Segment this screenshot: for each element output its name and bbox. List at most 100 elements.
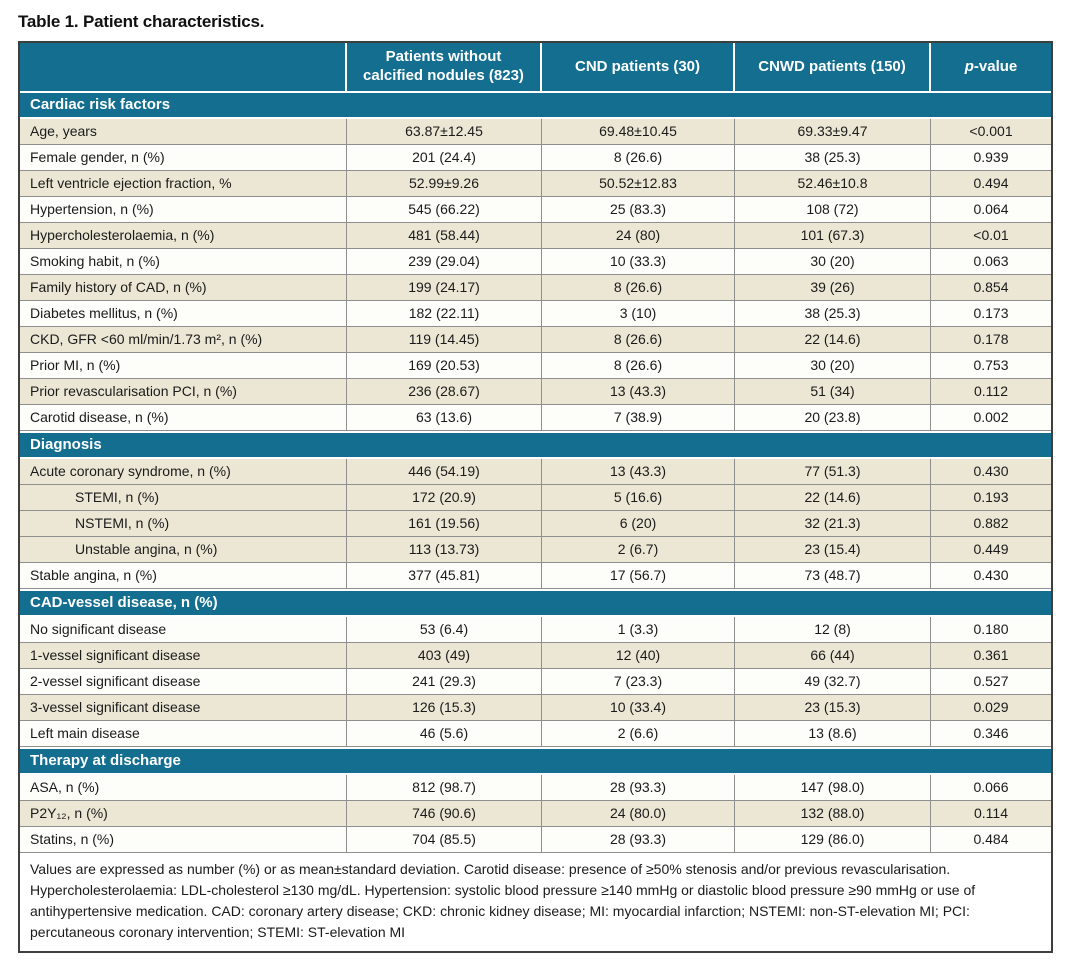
cell-value: 13 (43.3) <box>542 459 735 484</box>
row-label: Hypertension, n (%) <box>20 197 347 222</box>
table-row-3-vessel-significant-disease: 3-vessel significant disease 126 (15.3) 10… <box>20 695 1051 721</box>
cell-pvalue: 0.112 <box>974 383 1008 399</box>
row-label: Age, years <box>20 119 347 144</box>
cell-value: 69.48±10.45 <box>542 119 735 144</box>
cell-value: 49 (32.7) <box>735 669 931 694</box>
cell-value: 108 (72) <box>735 197 931 222</box>
cell-value: 32 (21.3) <box>735 511 931 536</box>
cell-pvalue: 0.114 <box>974 805 1008 821</box>
cell-pvalue: 0.064 <box>973 201 1009 217</box>
row-label: 2-vessel significant disease <box>20 669 347 694</box>
table-row-stemi-n: STEMI, n (%) 172 (20.9) 5 (16.6) 22 (14.6) 0… <box>20 485 1051 511</box>
cell-value: 10 (33.3) <box>542 249 735 274</box>
table-row-unstable-angina-n: Unstable angina, n (%) 113 (13.73) 2 (6.7)… <box>20 537 1051 563</box>
header-col-without-nodules: Patients without calcified nodules (823) <box>347 43 542 91</box>
cell-value: 147 (98.0) <box>735 775 931 800</box>
section-header-cardiac-risk-factors: Cardiac risk factors <box>20 91 1051 119</box>
table-body: Cardiac risk factors Age, years 63.87±12.4… <box>20 91 1051 853</box>
row-label: No significant disease <box>20 617 347 642</box>
cell-pvalue: 0.854 <box>973 279 1009 295</box>
row-label: Stable angina, n (%) <box>20 563 347 588</box>
cell-pvalue: 0.066 <box>973 779 1009 795</box>
cell-pvalue: <0.01 <box>973 227 1009 243</box>
cell-value: 161 (19.56) <box>347 511 542 536</box>
header-col-pvalue: p -value <box>931 43 1051 91</box>
cell-pvalue: 0.178 <box>973 331 1009 347</box>
row-label: CKD, GFR <60 ml/min/1.73 m², n (%) <box>20 327 347 352</box>
cell-pvalue: 0.430 <box>973 567 1009 583</box>
table-row-p2y-n: P2Y₁₂, n (%) 746 (90.6) 24 (80.0) 132 (88.0… <box>20 801 1051 827</box>
cell-value: 236 (28.67) <box>347 379 542 404</box>
table-row-no-significant-disease: No significant disease 53 (6.4) 1 (3.3) 12 … <box>20 617 1051 643</box>
cell-value: 704 (85.5) <box>347 827 542 852</box>
cell-value: 172 (20.9) <box>347 485 542 510</box>
table-row-left-main-disease: Left main disease 46 (5.6) 2 (6.6) 13 (8.6)… <box>20 721 1051 747</box>
cell-value: 8 (26.6) <box>542 353 735 378</box>
cell-value: 8 (26.6) <box>542 145 735 170</box>
cell-value: 51 (34) <box>735 379 931 404</box>
table-row-stable-angina-n: Stable angina, n (%) 377 (45.81) 17 (56.7)… <box>20 563 1051 589</box>
cell-value: 7 (23.3) <box>542 669 735 694</box>
row-label: Family history of CAD, n (%) <box>20 275 347 300</box>
cell-value: 7 (38.9) <box>542 405 735 430</box>
table-row-carotid-disease-n: Carotid disease, n (%) 63 (13.6) 7 (38.9) 2… <box>20 405 1051 431</box>
cell-pvalue: 0.753 <box>973 357 1009 373</box>
cell-pvalue: 0.939 <box>973 149 1009 165</box>
cell-value: 377 (45.81) <box>347 563 542 588</box>
cell-value: 73 (48.7) <box>735 563 931 588</box>
row-label: Smoking habit, n (%) <box>20 249 347 274</box>
cell-value: 403 (49) <box>347 643 542 668</box>
cell-value: 182 (22.11) <box>347 301 542 326</box>
cell-value: 28 (93.3) <box>542 775 735 800</box>
cell-value: 28 (93.3) <box>542 827 735 852</box>
row-label: Unstable angina, n (%) <box>20 537 347 562</box>
cell-value: 169 (20.53) <box>347 353 542 378</box>
row-label: P2Y₁₂, n (%) <box>20 801 347 826</box>
cell-value: 3 (10) <box>542 301 735 326</box>
cell-pvalue: 0.346 <box>973 725 1009 741</box>
cell-pvalue: 0.430 <box>973 463 1009 479</box>
patient-characteristics-table: Patients without calcified nodules (823)… <box>18 41 1053 953</box>
cell-value: 5 (16.6) <box>542 485 735 510</box>
row-label: Acute coronary syndrome, n (%) <box>20 459 347 484</box>
row-label: ASA, n (%) <box>20 775 347 800</box>
cell-value: 199 (24.17) <box>347 275 542 300</box>
table-row-diabetes-mellitus-n: Diabetes mellitus, n (%) 182 (22.11) 3 (10… <box>20 301 1051 327</box>
row-label: Carotid disease, n (%) <box>20 405 347 430</box>
cell-pvalue: 0.484 <box>973 831 1009 847</box>
cell-pvalue: 0.449 <box>973 541 1009 557</box>
cell-pvalue: <0.001 <box>969 123 1013 139</box>
cell-value: 6 (20) <box>542 511 735 536</box>
cell-pvalue: 0.882 <box>973 515 1009 531</box>
cell-value: 2 (6.6) <box>542 721 735 746</box>
table-row-nstemi-n: NSTEMI, n (%) 161 (19.56) 6 (20) 32 (21.3) 0… <box>20 511 1051 537</box>
header-col-cnwd: CNWD patients (150) <box>735 43 931 91</box>
row-label: Female gender, n (%) <box>20 145 347 170</box>
cell-value: 746 (90.6) <box>347 801 542 826</box>
table-row-asa-n: ASA, n (%) 812 (98.7) 28 (93.3) 147 (98.0) 0… <box>20 775 1051 801</box>
cell-value: 50.52±12.83 <box>542 171 735 196</box>
row-label: Statins, n (%) <box>20 827 347 852</box>
row-label: 3-vessel significant disease <box>20 695 347 720</box>
header-empty-cell <box>20 43 347 91</box>
section-header-cad-vessel-disease-n: CAD-vessel disease, n (%) <box>20 589 1051 617</box>
cell-pvalue: 0.029 <box>973 699 1009 715</box>
cell-value: 126 (15.3) <box>347 695 542 720</box>
cell-value: 812 (98.7) <box>347 775 542 800</box>
row-label: Left ventricle ejection fraction, % <box>20 171 347 196</box>
section-header-therapy-at-discharge: Therapy at discharge <box>20 747 1051 775</box>
cell-pvalue: 0.494 <box>973 175 1009 191</box>
header-col-cnd: CND patients (30) <box>542 43 735 91</box>
cell-pvalue: 0.173 <box>973 305 1009 321</box>
cell-value: 1 (3.3) <box>542 617 735 642</box>
cell-value: 13 (43.3) <box>542 379 735 404</box>
cell-value: 38 (25.3) <box>735 301 931 326</box>
cell-value: 52.99±9.26 <box>347 171 542 196</box>
cell-value: 241 (29.3) <box>347 669 542 694</box>
table-row-hypercholesterolaemia-n: Hypercholesterolaemia, n (%) 481 (58.44) 2… <box>20 223 1051 249</box>
cell-value: 129 (86.0) <box>735 827 931 852</box>
row-label: Prior MI, n (%) <box>20 353 347 378</box>
cell-value: 23 (15.3) <box>735 695 931 720</box>
cell-value: 63 (13.6) <box>347 405 542 430</box>
